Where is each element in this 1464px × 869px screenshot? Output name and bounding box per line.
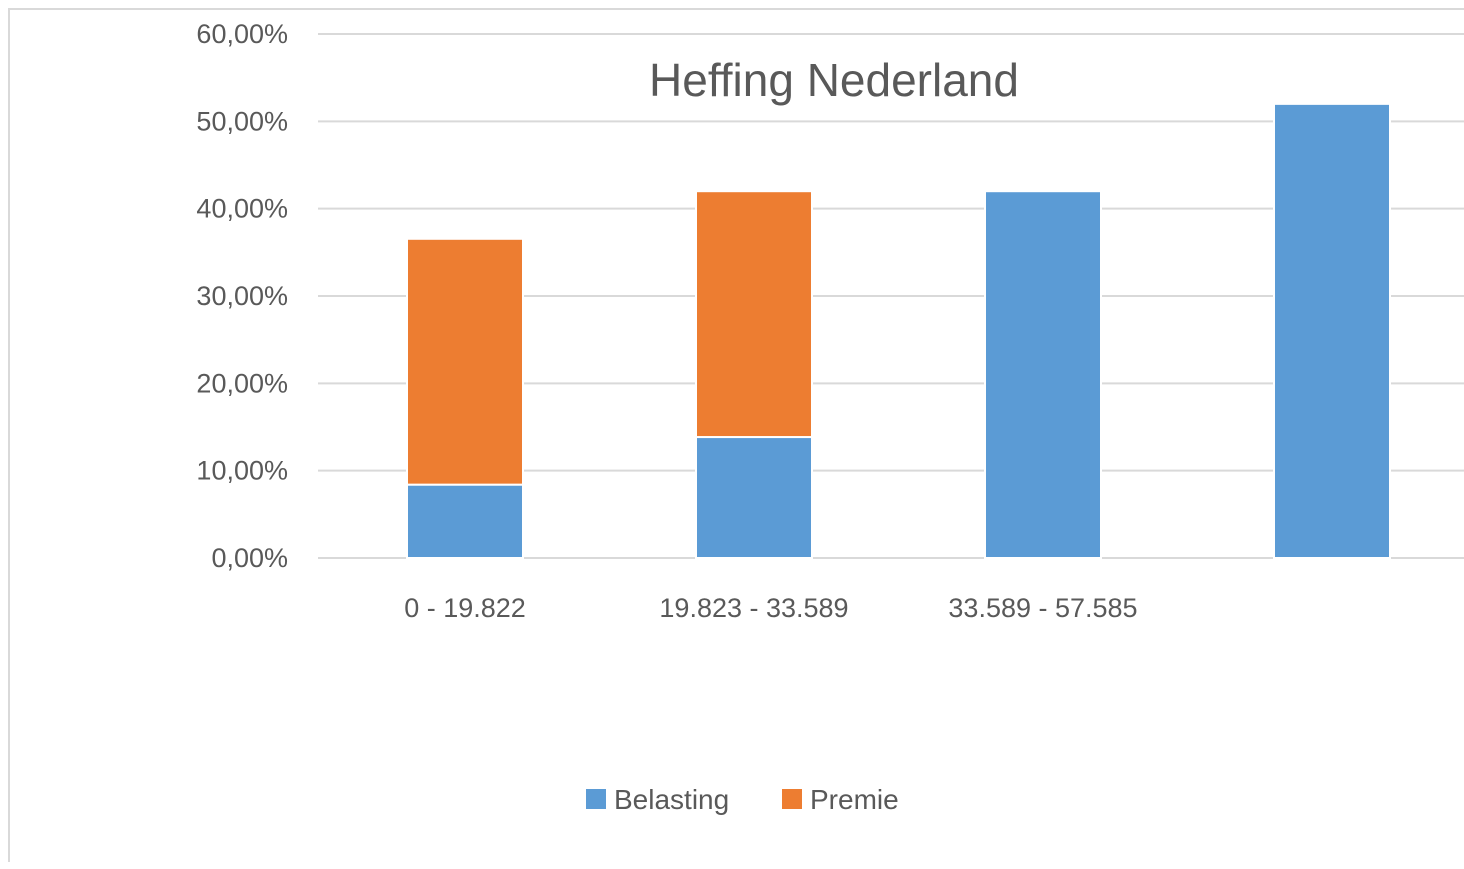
y-tick-label: 20,00% bbox=[196, 368, 288, 398]
y-tick-label: 30,00% bbox=[196, 281, 288, 311]
bar-segment-belasting bbox=[984, 190, 1102, 559]
chart-title: Heffing Nederland bbox=[649, 54, 1019, 106]
y-tick-label: 10,00% bbox=[196, 456, 288, 486]
bars bbox=[406, 102, 1391, 560]
legend-swatch-belasting bbox=[586, 789, 606, 809]
legend: Belasting Premie bbox=[586, 784, 899, 815]
bar-segment-belasting bbox=[406, 483, 524, 560]
bar-chart: 0,00% 10,00% 20,00% 30,00% 40,00% 50,00% 60,00… bbox=[196, 19, 1464, 815]
y-axis-tick-labels: 0,00% 10,00% 20,00% 30,00% 40,00% 50,00% 60,00… bbox=[196, 19, 288, 573]
x-category-label: 19.823 - 33.589 bbox=[659, 593, 848, 623]
bar-segment-premie bbox=[695, 190, 813, 439]
bar-segment-belasting bbox=[1273, 102, 1391, 559]
legend-label-belasting: Belasting bbox=[614, 784, 729, 815]
bar-segment-belasting bbox=[695, 436, 813, 559]
legend-label-premie: Premie bbox=[810, 784, 899, 815]
x-category-label: 33.589 - 57.585 bbox=[948, 593, 1137, 623]
chart-frame: 0,00% 10,00% 20,00% 30,00% 40,00% 50,00% 60,00… bbox=[8, 8, 1464, 862]
y-tick-label: 0,00% bbox=[211, 543, 288, 573]
bar-segment-premie bbox=[406, 237, 524, 486]
x-category-label: 0 - 19.822 bbox=[404, 593, 526, 623]
legend-swatch-premie bbox=[782, 789, 802, 809]
y-tick-label: 40,00% bbox=[196, 194, 288, 224]
y-tick-label: 50,00% bbox=[196, 106, 288, 136]
x-axis-category-labels: 0 - 19.822 19.823 - 33.589 33.589 - 57.585 bbox=[404, 593, 1137, 623]
y-tick-label: 60,00% bbox=[196, 19, 288, 49]
